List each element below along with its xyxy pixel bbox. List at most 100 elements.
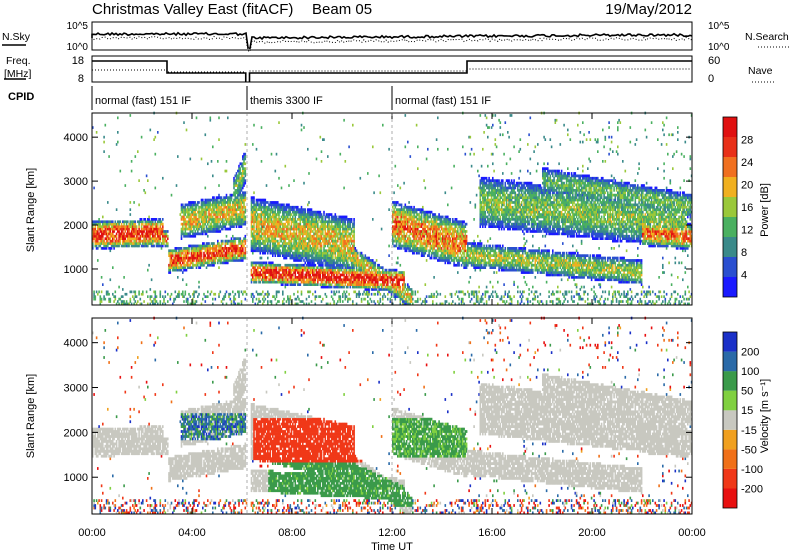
power-cell	[261, 204, 263, 207]
power-cell	[347, 276, 349, 279]
power-cell	[177, 155, 179, 158]
power-cell	[131, 160, 133, 163]
power-cell	[205, 187, 207, 190]
power-cell	[360, 293, 362, 296]
power-cell	[245, 247, 247, 250]
power-cell	[385, 295, 387, 298]
power-cell	[256, 281, 258, 284]
power-cell	[275, 237, 277, 240]
power-cell	[393, 208, 395, 211]
power-cell	[242, 165, 244, 168]
power-cell	[335, 269, 337, 272]
power-cell	[152, 300, 154, 303]
power-cell	[321, 259, 323, 262]
power-cell	[108, 293, 110, 296]
power-cell	[322, 216, 324, 219]
power-cell	[251, 281, 253, 284]
power-cell	[287, 295, 289, 298]
power-cell	[97, 230, 99, 233]
power-cell	[262, 264, 264, 267]
power-cell	[105, 124, 107, 127]
power-cell	[345, 298, 347, 301]
power-cell	[308, 257, 310, 260]
power-cell	[112, 293, 114, 296]
power-cell	[210, 201, 212, 204]
power-cell	[291, 271, 293, 274]
power-cell	[322, 266, 324, 269]
power-cell	[188, 247, 190, 250]
power-cell	[213, 252, 215, 255]
power-cell	[365, 266, 367, 269]
power-cell	[311, 228, 313, 231]
power-cell	[288, 184, 290, 187]
power-cell	[223, 208, 225, 211]
power-cell	[245, 194, 247, 197]
power-cell	[256, 278, 258, 281]
power-cell	[245, 235, 247, 238]
power-cell	[102, 283, 104, 286]
power-cell	[278, 247, 280, 250]
power-cell	[340, 262, 342, 265]
power-cell	[260, 266, 262, 269]
power-cell	[325, 228, 327, 231]
power-cell	[253, 233, 255, 236]
power-cell	[315, 228, 317, 231]
power-cell	[218, 293, 220, 296]
power-cell	[156, 300, 158, 303]
power-cell	[232, 291, 234, 294]
power-cell	[343, 274, 345, 277]
power-cell	[187, 254, 189, 257]
power-cell	[130, 114, 132, 117]
power-cell	[278, 271, 280, 274]
power-cell	[177, 276, 179, 279]
power-cell	[316, 295, 318, 298]
power-cell	[208, 242, 210, 245]
power-cell	[311, 208, 313, 211]
power-cell	[372, 281, 374, 284]
power-cell	[370, 286, 372, 289]
power-cell	[367, 264, 369, 267]
power-cell	[317, 247, 319, 250]
power-cell	[162, 218, 164, 221]
power-cell	[196, 266, 198, 269]
power-cell	[257, 269, 259, 272]
power-cell	[196, 213, 198, 216]
nave-tick-low: 0	[708, 73, 714, 85]
power-cell	[372, 259, 374, 262]
power-cell	[141, 218, 143, 221]
power-cell	[386, 269, 388, 272]
power-cell	[308, 201, 310, 204]
power-cell	[140, 237, 142, 240]
power-cell	[275, 208, 277, 211]
power-cell	[137, 235, 139, 238]
power-cell	[287, 216, 289, 219]
power-cell	[388, 148, 390, 151]
power-cell	[197, 204, 199, 207]
power-cell	[271, 300, 273, 303]
power-cell	[321, 245, 323, 248]
power-cell	[327, 245, 329, 248]
power-cell	[228, 213, 230, 216]
power-cell	[280, 264, 282, 267]
power-cell	[365, 254, 367, 257]
power-cell	[387, 293, 389, 296]
power-cell	[343, 262, 345, 265]
power-cell	[273, 278, 275, 281]
power-cell	[355, 291, 357, 294]
power-cell	[276, 274, 278, 277]
power-cell	[357, 252, 359, 255]
power-cell	[323, 213, 325, 216]
power-cell	[155, 136, 157, 139]
power-cell	[288, 237, 290, 240]
power-cell	[291, 225, 293, 228]
power-cell	[280, 218, 282, 221]
power-cell	[262, 237, 264, 240]
power-cell	[302, 235, 304, 238]
power-cell	[333, 291, 335, 294]
power-cell	[238, 175, 240, 178]
power-cell	[302, 271, 304, 274]
power-cell	[296, 213, 298, 216]
power-cell	[193, 295, 195, 298]
power-cell	[225, 199, 227, 202]
power-cell	[221, 196, 223, 199]
